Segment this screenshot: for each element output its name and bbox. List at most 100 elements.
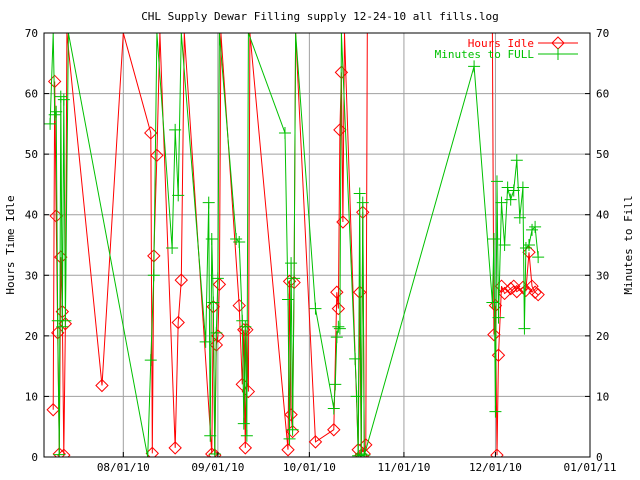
data-point: [174, 273, 188, 287]
data-point: [330, 331, 343, 344]
data-point: [309, 302, 322, 315]
data-point: [522, 239, 535, 251]
y2-tick-label: 20: [596, 330, 609, 343]
data-point: [516, 181, 529, 194]
data-point: [353, 187, 366, 200]
data-point: [169, 123, 182, 136]
y2-tick-label: 60: [596, 88, 609, 101]
data-point: [308, 435, 323, 449]
data-point: [204, 429, 217, 442]
data-point: [468, 60, 481, 73]
data-point: [52, 447, 66, 457]
data-point: [352, 449, 365, 457]
data-point: [202, 196, 215, 209]
y-tick-label: 50: [25, 148, 38, 161]
data-point: [57, 448, 71, 457]
data-point: [357, 447, 371, 457]
legend-marker: [552, 48, 564, 60]
data-point: [492, 311, 505, 324]
data-point: [488, 298, 503, 313]
data-point: [358, 449, 371, 457]
x-tick-label: 09/01/10: [191, 461, 244, 474]
y2-tick-label: 50: [596, 148, 609, 161]
data-point: [205, 447, 219, 457]
x-tick-label: 10/01/10: [283, 461, 336, 474]
data-point: [59, 314, 72, 327]
data-point: [489, 405, 502, 418]
data-point: [513, 211, 526, 224]
data-point: [531, 287, 545, 302]
data-point: [501, 181, 514, 194]
data-point: [518, 322, 531, 335]
data-point: [327, 423, 341, 437]
data-point: [57, 93, 70, 106]
data-point: [208, 448, 222, 457]
data-point: [526, 223, 539, 236]
data-point: [205, 232, 218, 245]
data-point: [329, 378, 342, 391]
data-point: [330, 285, 344, 299]
data-point: [519, 283, 533, 298]
data-point: [199, 335, 212, 348]
data-point: [238, 441, 253, 455]
data-point: [487, 232, 500, 245]
series-1: [44, 33, 545, 457]
data-point: [284, 407, 298, 422]
plot-area: [43, 32, 591, 458]
data-point: [46, 403, 60, 417]
data-point: [237, 323, 251, 337]
data-point: [166, 242, 179, 255]
data-point: [507, 184, 520, 197]
data-point: [486, 296, 499, 309]
data-point: [350, 390, 363, 403]
x-tick-label: 12/01/10: [469, 461, 522, 474]
data-point: [144, 126, 158, 140]
data-point: [172, 189, 185, 202]
data-point: [48, 108, 61, 121]
legend-label: Minutes to FULL: [435, 48, 535, 61]
data-point: [236, 314, 249, 327]
y-tick-label: 60: [25, 88, 38, 101]
data-point: [50, 105, 63, 118]
y-tick-label: 30: [25, 269, 38, 282]
y-axis-label: Hours Time Idle: [4, 195, 17, 294]
y-tick-label: 20: [25, 330, 38, 343]
data-point: [332, 320, 345, 333]
data-point: [355, 447, 368, 457]
data-point: [239, 320, 252, 333]
data-point: [53, 448, 66, 457]
data-point: [44, 117, 57, 130]
data-point: [230, 232, 243, 245]
data-point: [208, 447, 221, 457]
y2-tick-label: 30: [596, 269, 609, 282]
x-tick-label: 11/01/10: [377, 461, 430, 474]
data-point: [237, 417, 250, 430]
y2-tick-label: 10: [596, 390, 609, 403]
axes: 0 0 10 10 20 20 30 30 40 40 50 50 60 60 70 70 08/01/10 09…: [25, 27, 617, 474]
data-point: [336, 215, 350, 229]
y-tick-label: 10: [25, 390, 38, 403]
data-point: [212, 277, 227, 292]
y-tick-label: 40: [25, 209, 38, 222]
data-point: [507, 279, 521, 293]
data-point: [503, 281, 518, 296]
data-point: [519, 242, 532, 255]
data-point: [498, 239, 511, 251]
data-point: [504, 193, 517, 206]
data-point: [56, 320, 69, 333]
data-point: [495, 196, 508, 209]
x-tick-label: 01/01/11: [564, 461, 617, 474]
data-point: [490, 448, 504, 457]
data-point: [349, 352, 362, 365]
data-point: [285, 257, 298, 270]
y2-tick-label: 0: [596, 451, 603, 464]
data-point: [529, 220, 542, 233]
data-point: [171, 315, 185, 330]
data-point: [147, 269, 160, 282]
data-point: [286, 423, 299, 436]
data-point: [150, 148, 164, 163]
data-point: [333, 123, 347, 137]
y2-axis-label: Minutes to Fill: [622, 195, 635, 294]
